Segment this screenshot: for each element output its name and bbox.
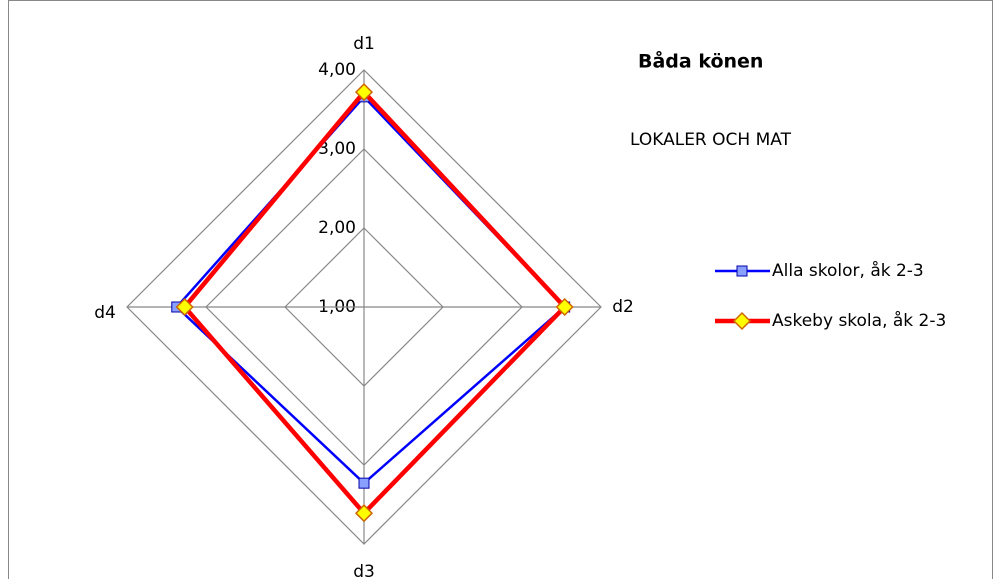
legend-marker (736, 265, 748, 277)
r-tick-label: 2,00 (318, 218, 356, 238)
point (354, 83, 374, 102)
r-tick-label: 4,00 (318, 60, 356, 80)
chart-title: Båda könen (638, 49, 763, 73)
category-label: d4 (94, 303, 116, 323)
point (358, 477, 370, 489)
legend-label: Alla skolor, åk 2-3 (772, 260, 924, 281)
category-label: d3 (353, 562, 375, 579)
point (354, 504, 374, 523)
category-label: d1 (353, 34, 375, 54)
chart-subtitle: LOKALER OCH MAT (630, 130, 792, 150)
point (555, 297, 574, 317)
legend-label: Askeby skola, åk 2-3 (772, 310, 946, 331)
chart-frame (8, 0, 993, 579)
series-line (181, 88, 568, 517)
legend-marker (732, 311, 752, 331)
point (175, 297, 194, 317)
r-tick-label: 3,00 (318, 139, 356, 159)
category-label: d2 (612, 297, 634, 317)
series-line (175, 95, 567, 485)
